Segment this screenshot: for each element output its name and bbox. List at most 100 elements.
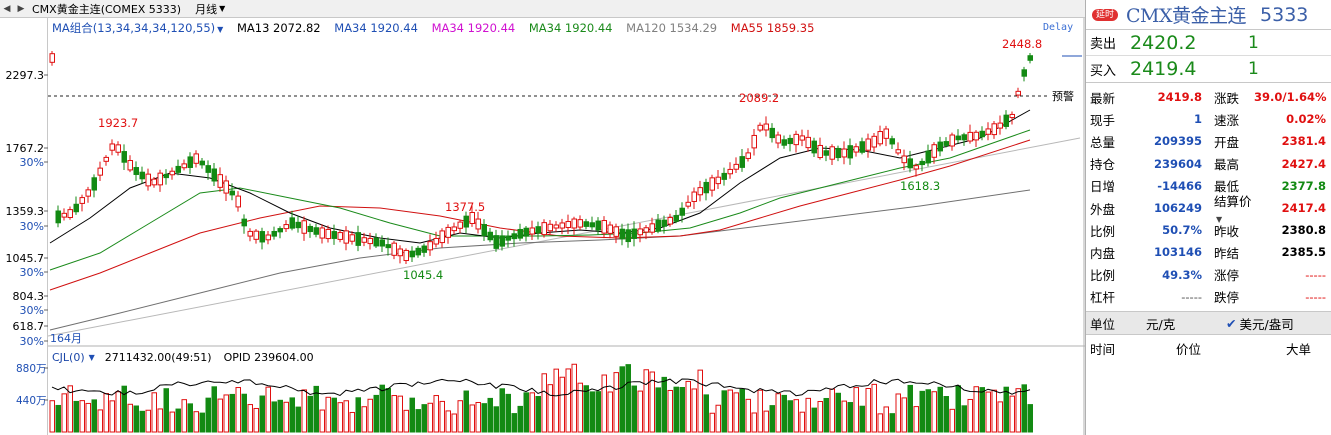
quote-label: 涨停 [1214,268,1240,284]
quote-row: 总量 209395 开盘 2381.4 [1086,130,1331,152]
y-axis-label: 30% [20,304,44,317]
ask-row[interactable]: 卖出 2420.2 1 [1086,30,1331,56]
candle [67,209,73,218]
col-large: 大单 [1286,341,1312,357]
volume-bar [913,406,919,433]
volume-bar [931,391,937,433]
quote-value: 1 [1193,112,1202,127]
volume-bar [943,396,949,433]
volume-bar [883,406,889,433]
candle [133,167,139,175]
contract-name: CMX黄金主连 [1126,5,1247,27]
quote-value: 209395 [1153,134,1202,149]
volume-bar [127,403,133,433]
candle [883,128,889,139]
candle [907,158,913,169]
y-axis-label: 1359.3 [6,205,45,218]
chevron-down-icon: ▼ [219,4,226,13]
candle [475,218,481,230]
ma120-line [49,189,1031,331]
candle [751,134,757,149]
col-time: 时间 [1090,341,1116,357]
candle [727,168,733,175]
volume-bar [121,385,127,433]
ma-combo-label[interactable]: MA组合(13,34,34,34,120,55) [52,21,216,35]
quote-value: ----- [1305,289,1326,304]
candle [745,152,751,159]
candle [427,241,433,251]
next-arrow-icon[interactable]: ▶ [17,3,25,14]
unit-cny[interactable]: 元/克 [1146,316,1176,332]
candle [373,237,379,247]
candle [691,191,697,202]
period-selector[interactable]: 月线 ▼ [195,1,225,17]
candle [817,144,823,159]
quote-row: 杠杆 ----- 跌停 ----- [1086,286,1331,308]
chart-area[interactable]: 预警 2297.3 1767.2 30% 1359.3 30% 1045.7 30% 804.… [0,18,1085,435]
candle [145,173,151,187]
annotation-2448: 2448.8 [1002,37,1042,51]
volume-bar [541,373,547,433]
candle [127,160,133,171]
candle [277,228,283,233]
volume-bar [493,406,499,433]
volume-bar [157,408,163,433]
ma34-line [49,129,1031,271]
volume-bar [433,395,439,433]
volume-bar [901,397,907,433]
kline-chart[interactable]: 预警 2297.31767.230%1359.330%1045.730%804.… [0,18,1085,435]
candle [157,172,163,186]
bid-row[interactable]: 买入 2419.4 1 [1086,56,1331,82]
candle [61,212,67,218]
bid-price: 2419.4 [1130,58,1197,80]
candle [949,134,955,147]
unit-usd-toggle[interactable]: ✔ 美元/盎司 [1226,314,1294,333]
alert-label: 预警 [1052,89,1074,103]
volume-bar [667,389,673,433]
volume-indicator[interactable]: CJL(0) [52,351,85,364]
candle [979,130,985,138]
candle [331,231,337,239]
quote-label: 昨结 [1214,245,1240,261]
quote-label: 开盘 [1214,134,1240,150]
months-count: 164月 [50,332,82,345]
candle [517,228,523,239]
volume-bar [349,411,355,433]
annotation-1618: 1618.3 [900,179,940,193]
quote-value: 0.02% [1286,112,1326,127]
candle [307,225,313,233]
volume-bar [907,384,913,433]
volume-bar [973,386,979,433]
candle [889,138,895,145]
volume-bar [61,393,67,433]
quote-value: 2417.4 [1281,201,1326,216]
quote-row: 最新 2419.8 涨跌 39.0/1.64% [1086,86,1331,108]
trendline [47,137,1081,337]
quote-label: 最低 [1214,179,1240,195]
volume-bar [415,409,421,433]
candle [355,232,361,246]
candle [835,147,841,159]
ma120-value: MA120 1534.29 [626,21,718,35]
candle [391,242,397,256]
candle [931,144,937,158]
quote-panel: 延时 CMX黄金主连 5333 卖出 2420.2 1 买入 2419.4 1 … [1085,0,1331,435]
volume-bar [361,406,367,433]
candle [847,145,853,159]
candle [73,203,79,213]
volume-bar [217,398,223,433]
quote-value: 50.7% [1162,223,1202,238]
candle [409,250,415,258]
candle [793,133,799,146]
prev-arrow-icon[interactable]: ◀ [3,3,11,14]
candle [841,148,847,158]
candle [319,227,325,239]
quote-label: 比例 [1090,268,1116,284]
volume-bar [463,390,469,433]
volume-bar [841,400,847,433]
vol-axis-880: 880万 [16,363,47,375]
candle [655,219,661,232]
candle [613,226,619,237]
volume-bar [151,392,157,433]
candle [595,220,601,231]
